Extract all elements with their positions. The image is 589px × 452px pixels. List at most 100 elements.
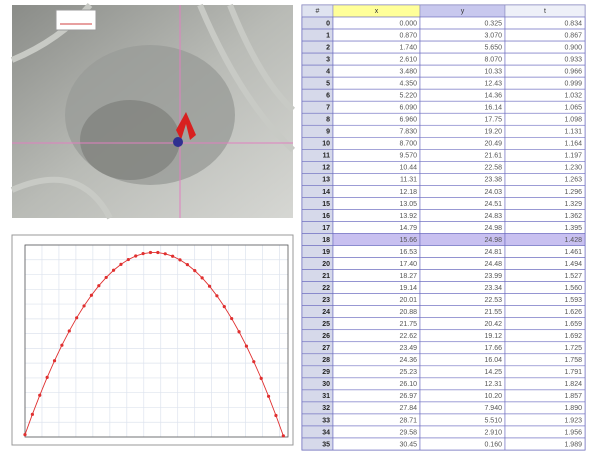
cell-value: 0.999 xyxy=(564,81,582,88)
cell-value: 29.58 xyxy=(399,429,417,436)
data-point xyxy=(45,375,49,380)
cell-value: 3.070 xyxy=(484,32,502,39)
cell-value: 5.510 xyxy=(484,417,502,424)
data-point xyxy=(141,252,145,256)
cell-value: 0.933 xyxy=(564,56,582,63)
chart-frame xyxy=(11,234,294,446)
data-point xyxy=(23,433,27,437)
cell-value: 24.03 xyxy=(484,189,502,196)
row-index: 29 xyxy=(322,369,330,376)
row-index: 13 xyxy=(322,177,330,184)
row-index: 28 xyxy=(322,357,330,364)
cell-value: 24.98 xyxy=(484,225,502,232)
row-index: 10 xyxy=(322,141,330,148)
cell-value: 21.61 xyxy=(484,153,502,160)
cell-value: 11.31 xyxy=(400,177,417,184)
data-point xyxy=(266,394,271,398)
row-index: 7 xyxy=(326,105,330,112)
data-point xyxy=(274,413,278,418)
cell-value: 22.53 xyxy=(484,297,502,304)
cell-value: 14.36 xyxy=(484,93,502,100)
cell-value: 0.834 xyxy=(564,20,582,27)
data-point xyxy=(244,344,249,348)
data-point xyxy=(178,258,182,262)
row-index: 22 xyxy=(322,285,330,292)
cell-value: 1.824 xyxy=(564,381,582,388)
cell-value: 1.923 xyxy=(564,417,582,424)
cell-value: 1.956 xyxy=(564,429,582,436)
chart-panel xyxy=(11,234,294,446)
cell-value: 0.966 xyxy=(564,68,582,75)
row-index: 33 xyxy=(322,417,330,424)
cell-value: 8.070 xyxy=(484,56,502,63)
data-point xyxy=(207,284,212,288)
cell-value: 1.857 xyxy=(564,393,582,400)
cell-value: 8.700 xyxy=(399,141,417,148)
cell-value: 26.97 xyxy=(399,393,417,400)
data-point xyxy=(252,360,256,364)
data-point xyxy=(30,412,34,416)
cell-value: 21.75 xyxy=(399,321,417,328)
cell xyxy=(504,437,586,451)
cell-value: 5.220 xyxy=(399,93,417,100)
cell-value: 17.66 xyxy=(484,345,502,352)
cell-value: 1.032 xyxy=(564,93,582,100)
cell-value: 0.325 xyxy=(484,20,502,27)
cell-value: 23.38 xyxy=(484,177,502,184)
row-index: 32 xyxy=(322,405,330,412)
cell-value: 1.494 xyxy=(564,261,582,268)
cell-value: 1.230 xyxy=(564,165,582,172)
cell-value: 1.692 xyxy=(564,333,582,340)
marker xyxy=(176,112,196,140)
row-index: 3 xyxy=(326,56,330,63)
cell-value: 20.49 xyxy=(484,141,502,148)
row-index: 17 xyxy=(322,225,330,232)
data-point xyxy=(215,294,219,298)
row-index: 8 xyxy=(326,117,330,124)
data-point xyxy=(259,376,263,380)
cell-value: 5.650 xyxy=(484,44,502,51)
row-index: 26 xyxy=(322,333,330,340)
row-index: 27 xyxy=(322,345,330,352)
cell-value: 24.98 xyxy=(484,237,502,244)
cell-value: 1.296 xyxy=(564,189,582,196)
row-index: 35 xyxy=(322,441,330,448)
cell-value: 14.79 xyxy=(399,225,417,232)
cell-value: 6.960 xyxy=(399,117,417,124)
cell-value: 19.12 xyxy=(484,333,502,340)
cell-value: 10.20 xyxy=(484,393,502,400)
cell-value: 1.740 xyxy=(399,44,417,51)
cell-value: 18.27 xyxy=(399,273,417,280)
data-point xyxy=(222,304,226,309)
data-point xyxy=(134,254,138,258)
column-header: # xyxy=(316,8,320,15)
row-index: 11 xyxy=(323,153,331,160)
road xyxy=(10,3,296,220)
cell-value: 12.31 xyxy=(484,381,502,388)
cell-value: 24.48 xyxy=(484,261,502,268)
cell-value: 1.263 xyxy=(564,177,582,184)
cell-value: 27.84 xyxy=(399,405,417,412)
cell-value: 12.18 xyxy=(399,189,417,196)
cell-value: 22.62 xyxy=(399,333,417,340)
cell-value: 16.04 xyxy=(484,357,502,364)
row-index: 16 xyxy=(322,213,330,220)
cell-value: 12.43 xyxy=(484,81,502,88)
cell-value: 1.428 xyxy=(564,237,582,244)
data-point xyxy=(185,263,189,267)
cell-value: 16.53 xyxy=(399,249,417,256)
cell-value: 24.36 xyxy=(399,357,417,364)
data-point xyxy=(52,359,57,363)
cell-value: 24.81 xyxy=(484,249,502,256)
cell-value: 26.10 xyxy=(399,381,417,388)
video-view[interactable] xyxy=(10,3,296,220)
data-point xyxy=(97,284,101,288)
data-point xyxy=(156,250,160,255)
row-index: 14 xyxy=(322,189,330,196)
trajectory-line xyxy=(24,252,284,436)
cell-value: 0.000 xyxy=(399,20,417,27)
cell-value: 23.34 xyxy=(484,285,502,292)
data-point xyxy=(60,343,64,347)
cell-value: 1.527 xyxy=(564,273,582,280)
